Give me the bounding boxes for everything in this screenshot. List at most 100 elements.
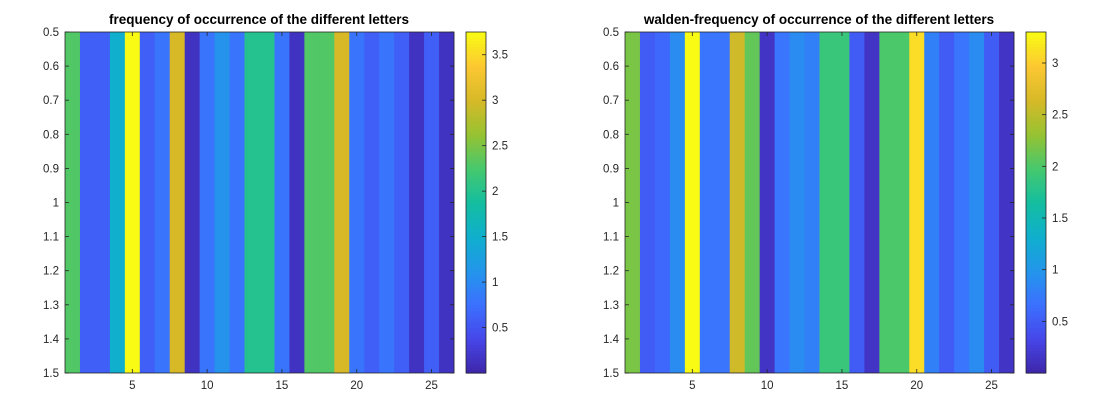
colorbar-segment bbox=[466, 319, 486, 323]
colorbar-segment bbox=[466, 344, 486, 349]
heatmap-cell bbox=[94, 32, 111, 373]
colorbar-segment bbox=[1026, 236, 1046, 241]
colorbar-segment bbox=[1026, 341, 1046, 346]
colorbar-segment bbox=[1026, 370, 1046, 374]
heatmap-cell bbox=[424, 32, 440, 373]
y-tick-label: 0.7 bbox=[43, 95, 59, 107]
colorbar-segment bbox=[466, 313, 486, 317]
colorbar-segment bbox=[1026, 154, 1046, 158]
colorbar-segment bbox=[1026, 355, 1046, 360]
colorbar-segment bbox=[466, 185, 486, 189]
heatmap-cell bbox=[65, 32, 81, 373]
colorbar-tick-label: 1 bbox=[492, 277, 498, 289]
heatmap-cell bbox=[729, 32, 746, 373]
heatmap-cell bbox=[154, 32, 171, 373]
y-tick-label: 0.8 bbox=[43, 129, 59, 141]
colorbar-segment bbox=[1026, 361, 1046, 366]
colorbar-segment bbox=[466, 324, 486, 329]
colorbar-segment bbox=[1026, 157, 1046, 161]
colorbar-segment bbox=[1026, 367, 1046, 371]
colorbar-segment bbox=[466, 162, 486, 167]
heatmap-cell bbox=[969, 32, 985, 373]
colorbar-segment bbox=[466, 51, 486, 56]
colorbar-segment bbox=[466, 211, 486, 215]
colorbar-segment bbox=[1026, 296, 1046, 300]
colorbar-segment bbox=[1026, 46, 1046, 50]
colorbar-segment bbox=[466, 137, 486, 141]
y-tick-label: 0.6 bbox=[603, 61, 619, 73]
chart-title: walden-frequency of occurrence of the di… bbox=[643, 12, 994, 27]
colorbar-segment bbox=[1026, 40, 1046, 44]
heatmap-cell bbox=[169, 32, 186, 373]
colorbar-segment bbox=[466, 233, 486, 238]
colorbar-segment bbox=[466, 316, 486, 320]
y-tick-label: 1.2 bbox=[603, 266, 619, 278]
colorbar-segment bbox=[466, 176, 486, 181]
colorbar-segment bbox=[466, 290, 486, 295]
colorbar-segment bbox=[466, 43, 486, 47]
colorbar-segment bbox=[466, 338, 486, 343]
colorbar-segment bbox=[1026, 88, 1046, 93]
heatmap-cell bbox=[669, 32, 686, 373]
colorbar-segment bbox=[466, 83, 486, 87]
colorbar-segment bbox=[466, 134, 486, 138]
colorbar-segment bbox=[1026, 202, 1046, 206]
heatmap-cell bbox=[319, 32, 335, 373]
y-tick-label: 0.9 bbox=[603, 163, 619, 175]
colorbar-segment bbox=[466, 103, 486, 107]
x-axis-ticks: 5 10 15 20 25 bbox=[689, 32, 998, 392]
colorbar-segment bbox=[1026, 128, 1046, 133]
colorbar-segment bbox=[1026, 290, 1046, 295]
colorbar-segment bbox=[1026, 174, 1046, 178]
colorbar-segment bbox=[1026, 137, 1046, 141]
y-tick-label: 1.1 bbox=[603, 232, 619, 244]
colorbar-segment bbox=[466, 287, 486, 292]
y-tick-label: 1 bbox=[53, 198, 59, 210]
colorbar-segment bbox=[466, 370, 486, 374]
colorbar-segment bbox=[466, 358, 486, 363]
colorbar-segment bbox=[466, 159, 486, 164]
colorbar-segment bbox=[1026, 262, 1046, 266]
colorbar-segment bbox=[466, 125, 486, 130]
colorbar-segment bbox=[1026, 287, 1046, 292]
colorbar-tick-label: 1.5 bbox=[1052, 213, 1068, 225]
heatmap-cell bbox=[409, 32, 425, 373]
y-axis-ticks: 0.5 0.6 0.7 0.8 0.9 1 1.1 1.2 1.3 1.4 1.5 bbox=[43, 27, 454, 380]
heatmap-cell bbox=[924, 32, 940, 373]
y-tick-label: 0.8 bbox=[603, 129, 619, 141]
heatmap-cell bbox=[639, 32, 656, 373]
heatmap-cell bbox=[774, 32, 790, 373]
colorbar-segment bbox=[466, 333, 486, 337]
colorbar-segment bbox=[1026, 324, 1046, 329]
heatmap-cell bbox=[999, 32, 1015, 373]
colorbar-segment bbox=[1026, 321, 1046, 326]
colorbar-tick-label: 0.5 bbox=[492, 323, 508, 335]
colorbar-segment bbox=[1026, 211, 1046, 215]
heatmap-cell bbox=[804, 32, 820, 373]
heatmap-cell bbox=[259, 32, 275, 373]
x-tick-label: 10 bbox=[201, 380, 214, 392]
colorbar-segment bbox=[466, 296, 486, 300]
colorbar-segment bbox=[1026, 276, 1046, 280]
colorbar-segment bbox=[466, 34, 486, 39]
colorbar-segment bbox=[466, 108, 486, 113]
colorbar-segment bbox=[466, 350, 486, 354]
y-tick-label: 1.4 bbox=[43, 334, 60, 346]
colorbar-segment bbox=[1026, 267, 1046, 272]
colorbar-segment bbox=[1026, 105, 1046, 110]
x-tick-label: 20 bbox=[350, 380, 363, 392]
colorbar-segment bbox=[466, 282, 486, 286]
heatmap-cell bbox=[984, 32, 1000, 373]
colorbar-segment bbox=[466, 219, 486, 223]
colorbar-segment bbox=[466, 193, 486, 198]
y-tick-label: 1.3 bbox=[43, 300, 59, 312]
colorbar-segment bbox=[466, 245, 486, 249]
colorbar-segment bbox=[1026, 66, 1046, 70]
heatmap-cell bbox=[79, 32, 96, 373]
colorbar-segment bbox=[1026, 162, 1046, 167]
colorbar-segment bbox=[466, 74, 486, 79]
colorbar-segment bbox=[1026, 313, 1046, 317]
colorbar-segment bbox=[1026, 151, 1046, 155]
colorbar-segment bbox=[466, 128, 486, 133]
colorbar-segment bbox=[466, 208, 486, 212]
